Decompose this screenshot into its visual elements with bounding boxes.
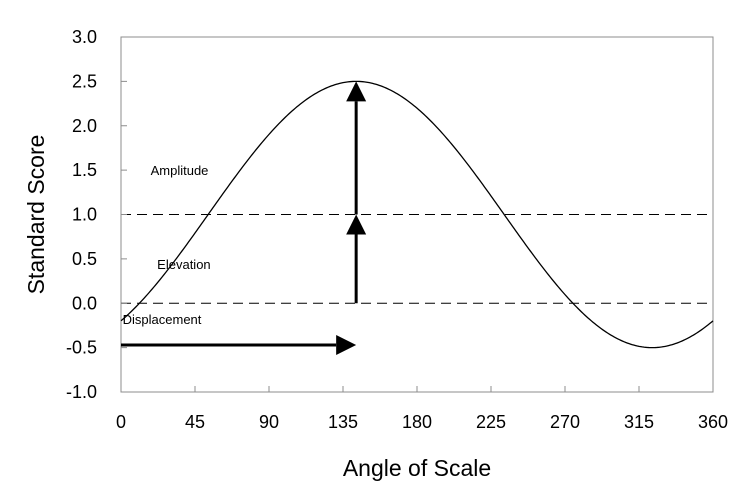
- y-tick-label: -1.0: [66, 382, 97, 402]
- y-tick-label: 1.5: [72, 160, 97, 180]
- annotation-elevation: Elevation: [157, 257, 210, 272]
- x-tick-label: 135: [328, 412, 358, 432]
- y-tick-label: 2.0: [72, 116, 97, 136]
- amplitude-arrow: [346, 81, 367, 215]
- y-tick-label: 3.0: [72, 27, 97, 47]
- x-tick-label: 0: [116, 412, 126, 432]
- x-tick-label: 90: [259, 412, 279, 432]
- x-axis-title: Angle of Scale: [343, 455, 491, 481]
- annotation-layer: Amplitude Elevation Displacement: [123, 163, 211, 327]
- y-tick-label: -0.5: [66, 338, 97, 358]
- x-tick-label: 360: [698, 412, 728, 432]
- amplitude-arrow-head: [346, 81, 367, 102]
- displacement-arrow-head: [336, 334, 357, 355]
- arrow-layer: [121, 81, 367, 355]
- x-tick-label: 270: [550, 412, 580, 432]
- y-tick-label: 1.0: [72, 205, 97, 225]
- y-tick-label: 0.5: [72, 249, 97, 269]
- x-tick-label: 315: [624, 412, 654, 432]
- series-layer: [120, 80, 714, 349]
- y-axis: -1.0 -0.5 0.0 0.5 1.0 1.5 2.0 2.5 3.0: [66, 27, 127, 402]
- y-axis-title: Standard Score: [23, 135, 49, 295]
- annotation-displacement: Displacement: [123, 312, 202, 327]
- displacement-arrow: [121, 334, 357, 355]
- y-tick-label: 0.0: [72, 293, 97, 313]
- x-axis: 0 45 90 135 180 225 270 315 360: [116, 386, 728, 432]
- series-line: [120, 80, 714, 349]
- elevation-arrow: [346, 214, 367, 304]
- annotation-amplitude: Amplitude: [151, 163, 209, 178]
- reference-lines: [121, 214, 713, 304]
- y-tick-label: 2.5: [72, 71, 97, 91]
- x-tick-label: 45: [185, 412, 205, 432]
- elevation-arrow-head: [346, 214, 367, 235]
- x-tick-label: 180: [402, 412, 432, 432]
- x-tick-label: 225: [476, 412, 506, 432]
